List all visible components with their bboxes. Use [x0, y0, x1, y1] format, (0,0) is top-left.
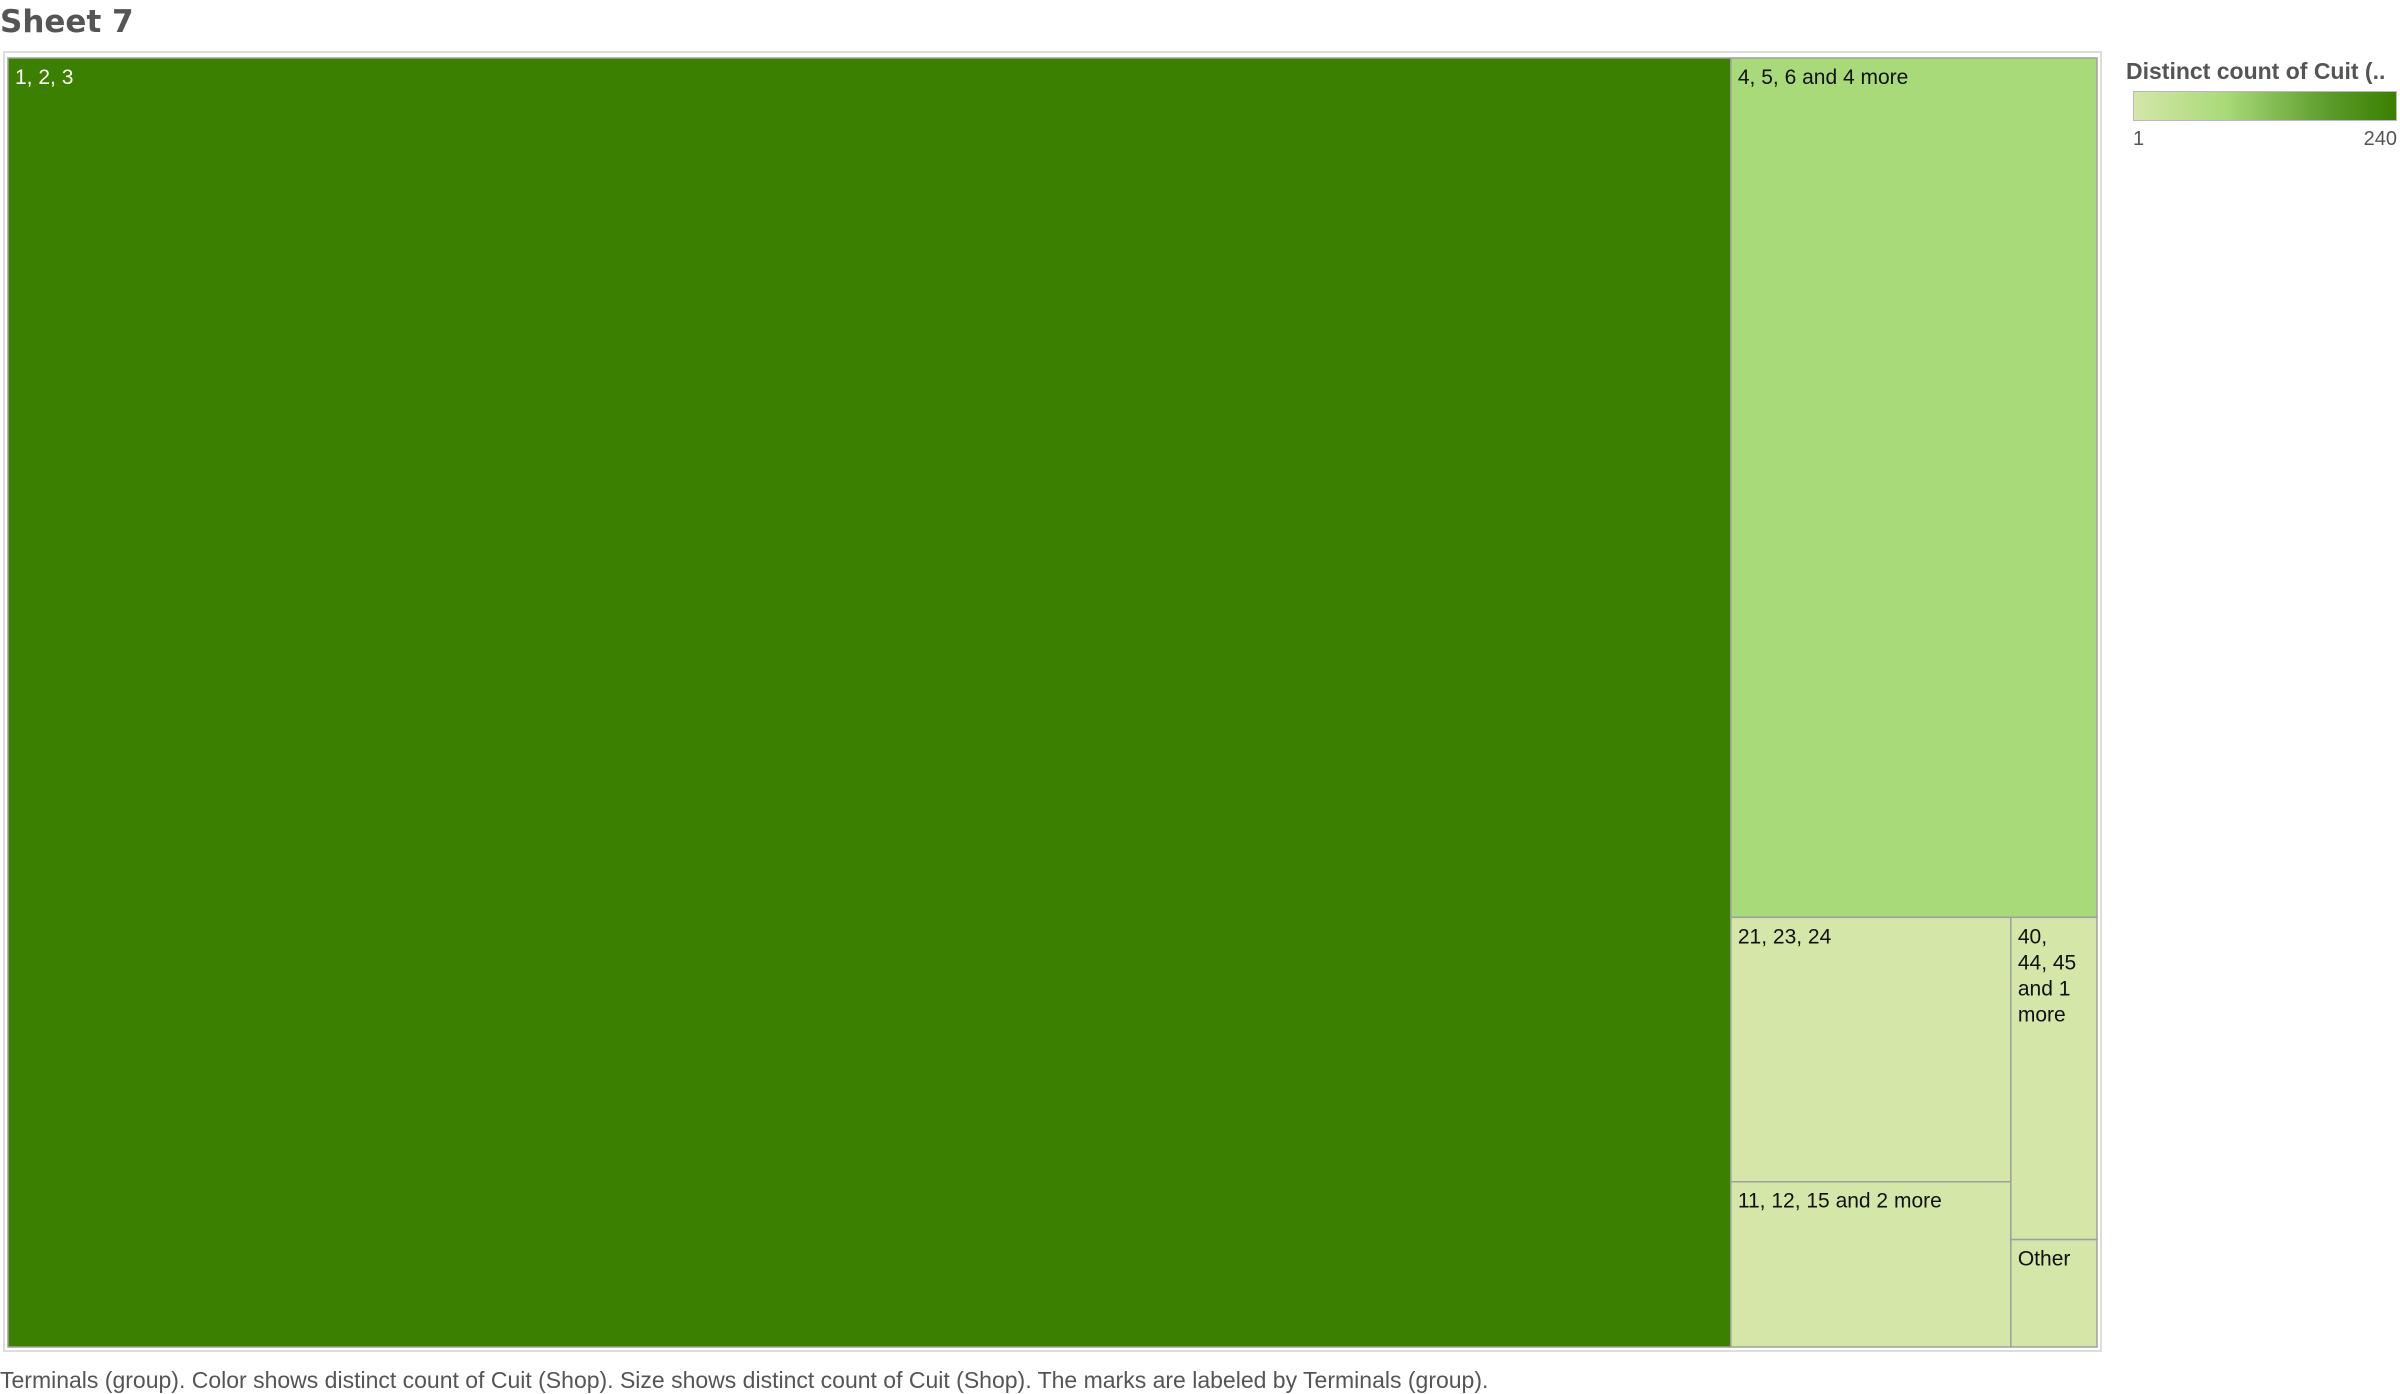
treemap-label-21-23-24: 21, 23, 24 [1738, 925, 1832, 948]
treemap-tile-21-23-24[interactable] [1730, 916, 2012, 1183]
treemap-tile-1-2-3[interactable] [7, 57, 1732, 1348]
legend-min-label: 1 [2133, 128, 2145, 150]
treemap-label-1-2-3: 1, 2, 3 [15, 66, 73, 89]
treemap-tile-40-44-45-and-1-more[interactable] [2010, 916, 2098, 1241]
treemap-label-11-12-15-and-2-more: 11, 12, 15 and 2 more [1738, 1190, 1942, 1213]
legend-color-ramp[interactable] [2133, 91, 2397, 121]
legend-max-label: 240 [2363, 128, 2397, 150]
treemap-tile-11-12-15-and-2-more[interactable] [1730, 1180, 2012, 1348]
treemap-tile-other[interactable] [2010, 1238, 2098, 1348]
legend-title: Distinct count of Cuit (.. [2126, 58, 2386, 84]
treemap-label-40-44-45-and-1-more: 40, 44, 45 and 1 more [2018, 925, 2076, 1026]
chart-frame [3, 51, 2102, 1352]
treemap-label-other: Other [2018, 1248, 2071, 1271]
treemap-label-4-5-6-and-4-more: 4, 5, 6 and 4 more [1738, 66, 1908, 89]
chart-caption: Terminals (group). Color shows distinct … [0, 1367, 1489, 1393]
sheet-title: Sheet 7 [0, 4, 134, 40]
treemap-tile-4-5-6-and-4-more[interactable] [1730, 57, 2098, 919]
